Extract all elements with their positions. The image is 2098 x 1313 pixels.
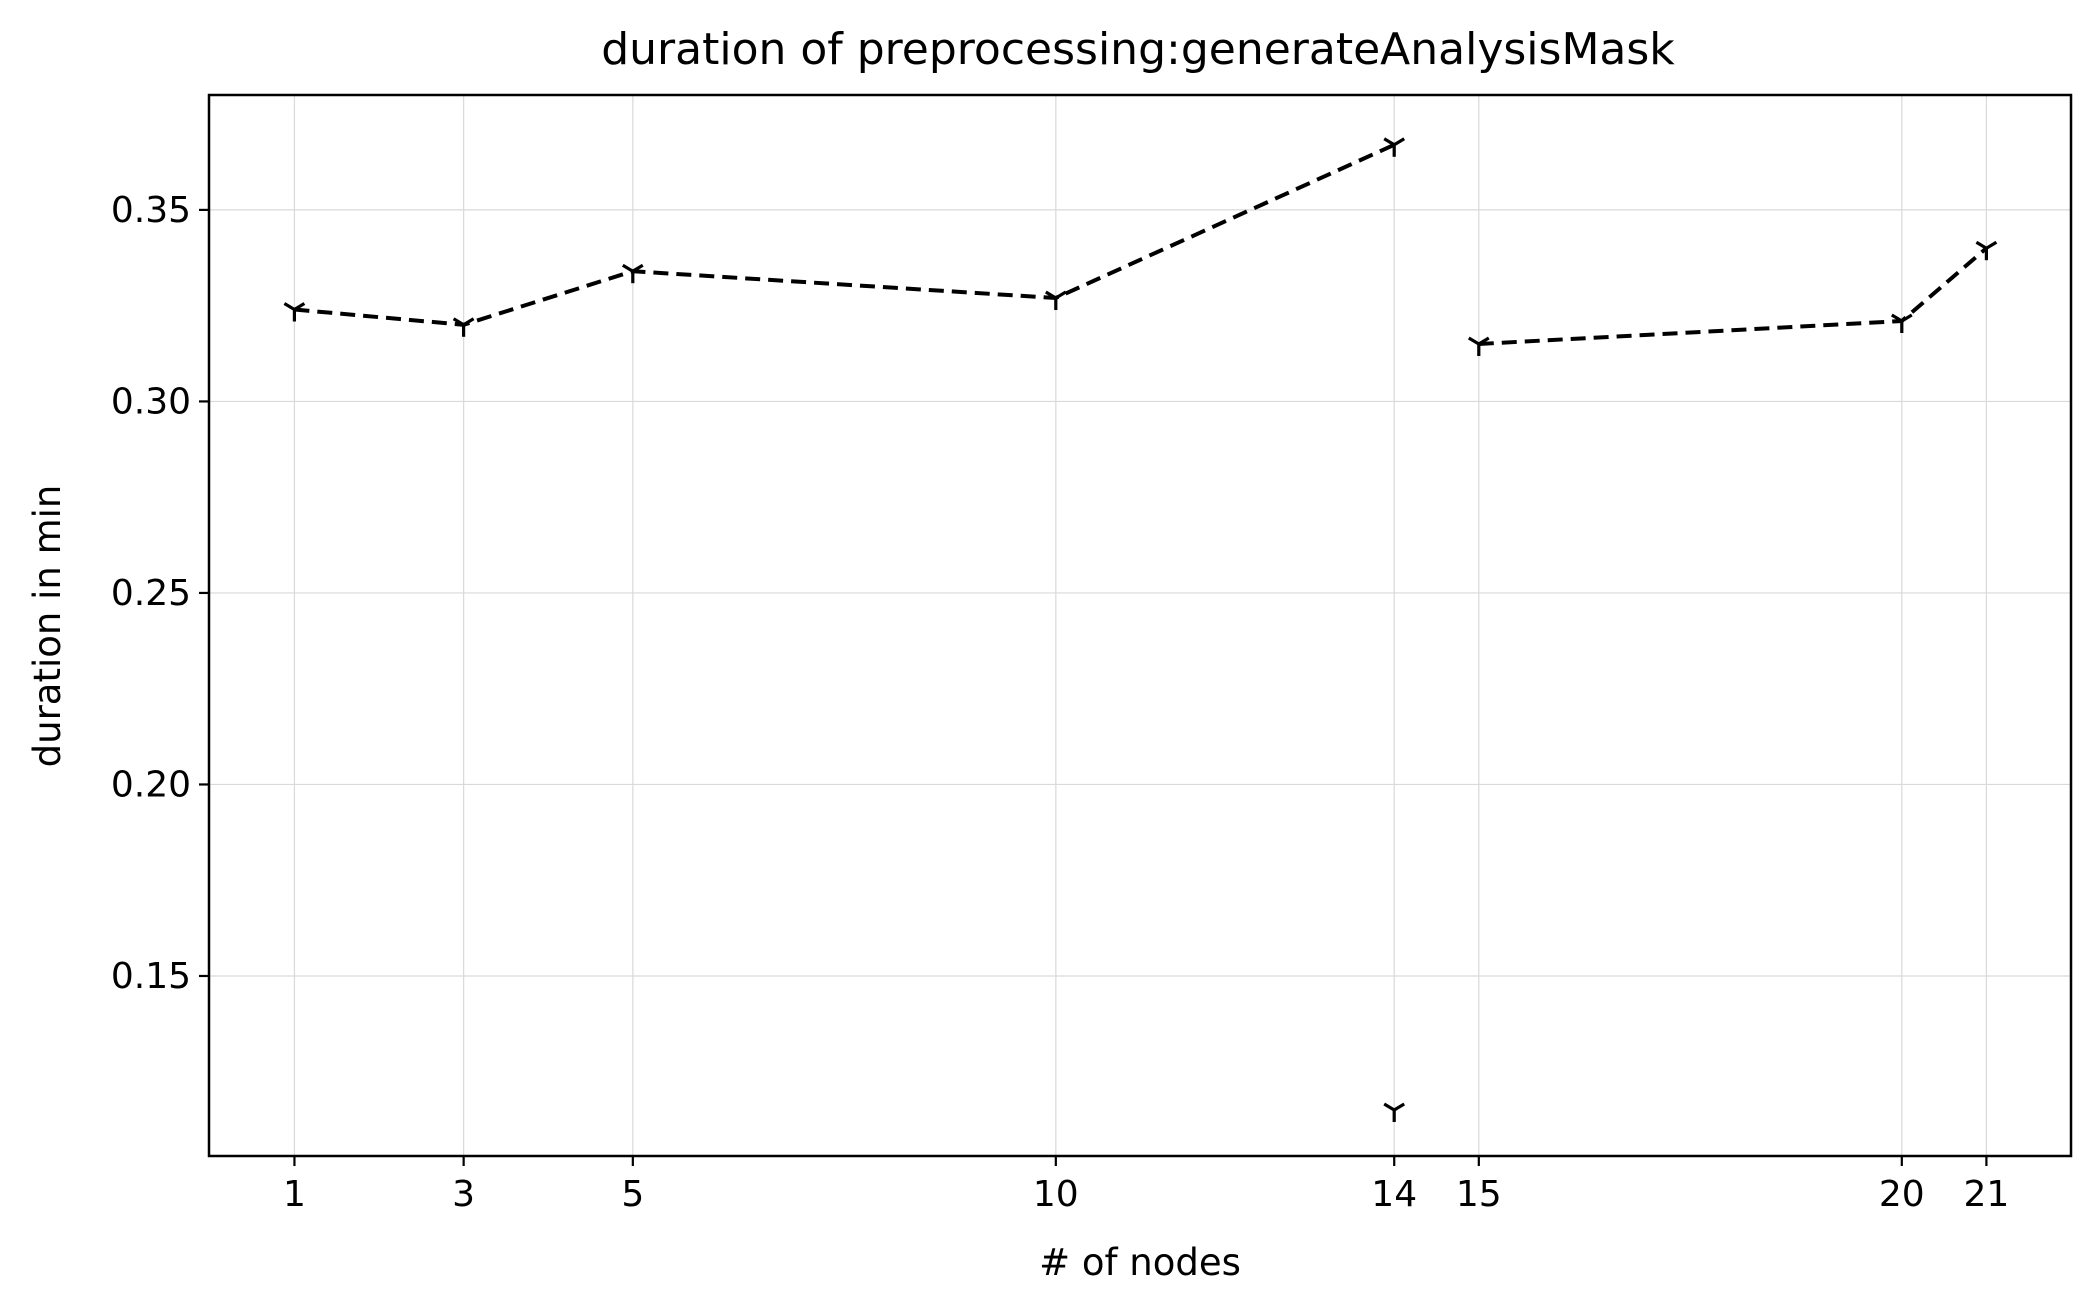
chart-title: duration of preprocessing:generateAnalys… — [601, 24, 1675, 75]
data-point-marker — [1383, 1102, 1406, 1122]
x-tick-label: 5 — [621, 1174, 644, 1215]
data-point-marker — [1383, 137, 1406, 157]
plot-frame — [207, 93, 2073, 1158]
data-point-marker — [1467, 336, 1490, 356]
data-point-marker — [1044, 290, 1067, 310]
grid — [209, 95, 2071, 1156]
x-tick-label: 21 — [1963, 1174, 2009, 1215]
data-point-marker — [1890, 313, 1913, 333]
data-point-marker — [1975, 240, 1998, 261]
data-point-marker — [621, 263, 644, 284]
y-tick-label: 0.25 — [111, 573, 191, 614]
x-tick-label: 15 — [1456, 1174, 1502, 1215]
data-point-marker — [283, 302, 306, 322]
x-tick-label: 14 — [1371, 1174, 1417, 1215]
data-point-marker — [452, 317, 475, 337]
series-line — [294, 142, 1988, 346]
x-axis-label: # of nodes — [1039, 1241, 1241, 1284]
x-tick-label: 1 — [283, 1174, 306, 1215]
y-tick-label: 0.35 — [111, 190, 191, 231]
data-series — [283, 137, 1998, 1122]
y-tick-label: 0.20 — [111, 764, 191, 805]
y-tick-label: 0.15 — [111, 956, 191, 997]
y-axis-label: duration in min — [26, 485, 69, 768]
y-tick-label: 0.30 — [111, 381, 191, 422]
x-tick-label: 10 — [1033, 1174, 1079, 1215]
x-tick-label: 20 — [1879, 1174, 1925, 1215]
axis-ticks: 1 3 5 10 14 15 20 21 0.15 0.20 0.25 0.30 0.35 — [111, 190, 2009, 1215]
x-tick-label: 3 — [452, 1174, 475, 1215]
